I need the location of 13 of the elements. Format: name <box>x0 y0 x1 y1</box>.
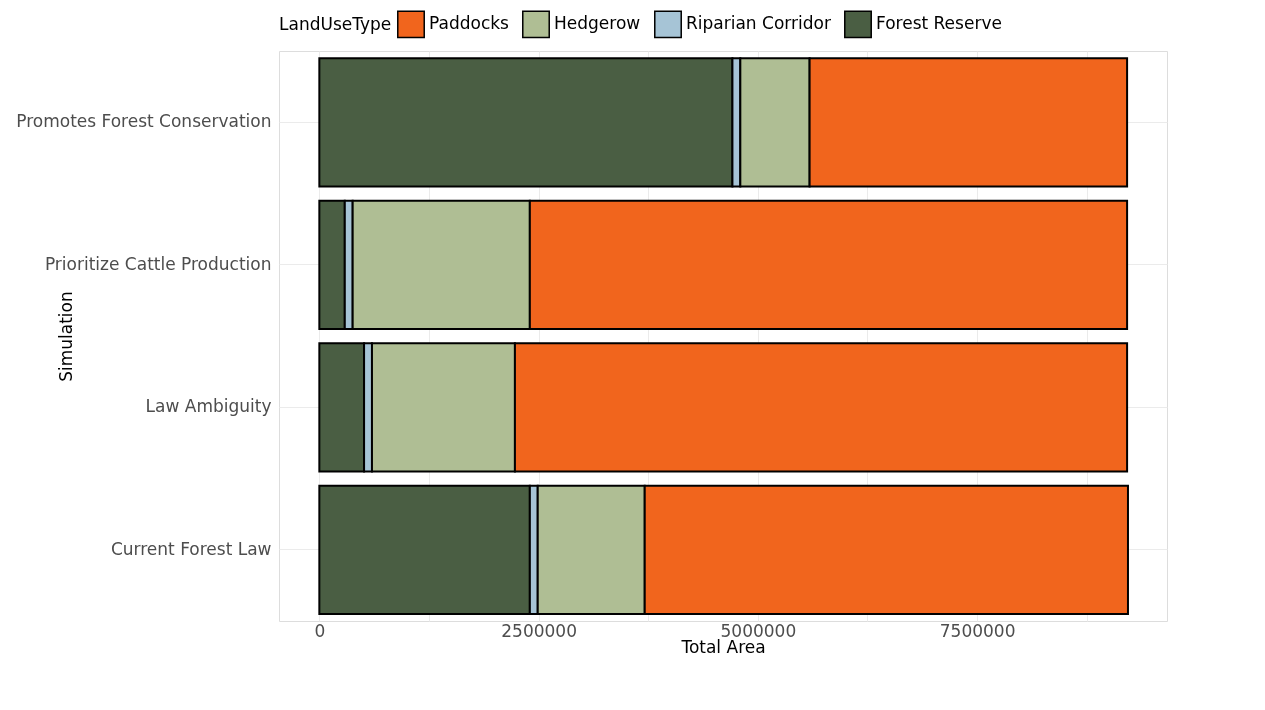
y-tick-label: Prioritize Cattle Production <box>44 253 272 274</box>
y-tick-label: Law Ambiguity <box>145 396 272 417</box>
legend-label: Riparian Corridor <box>686 13 831 34</box>
legend-title: LandUseType <box>279 14 392 34</box>
x-tick-label: 2500000 <box>501 620 577 641</box>
x-tick-label: 7500000 <box>939 620 1016 641</box>
legend-label: Hedgerow <box>554 13 641 34</box>
y-tick-label: Current Forest Law <box>110 538 272 559</box>
legend-label: Forest Reserve <box>876 13 1002 34</box>
y-axis-title: Simulation <box>55 291 76 382</box>
y-tick-label: Promotes Forest Conservation <box>16 111 272 132</box>
x-tick-label: 0 <box>314 620 326 641</box>
legend-label: Paddocks <box>429 13 510 34</box>
